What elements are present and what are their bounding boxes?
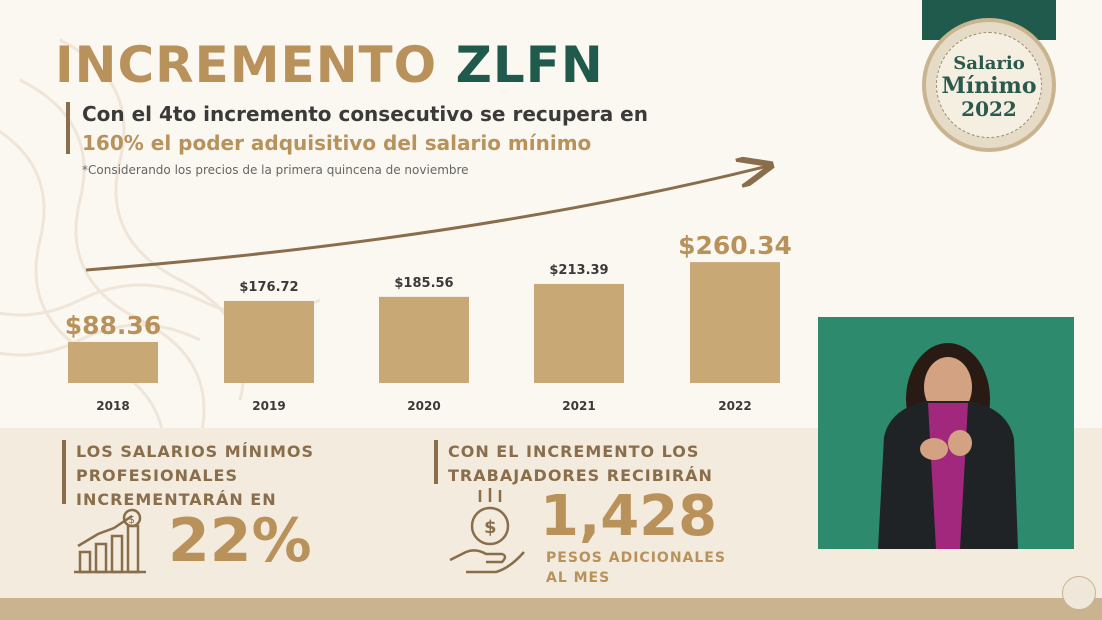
- x-tick-2020: 2020: [407, 399, 440, 413]
- x-tick-2022: 2022: [718, 399, 751, 413]
- subtitle-line-2: 160% el poder adquisitivo del salario mí…: [82, 131, 592, 155]
- additional-pesos-amount: 1,428: [540, 484, 718, 549]
- professional-wages-line-2: PROFESIONALES: [76, 466, 239, 485]
- interpreter-video: [818, 317, 1074, 549]
- background-pattern: [0, 38, 321, 481]
- professional-wages-line-3: INCREMENTARÁN EN: [76, 490, 277, 509]
- salario-minimo-badge: Salario Mínimo 2022: [922, 18, 1056, 152]
- title-word-incremento: INCREMENTO: [55, 36, 438, 94]
- block-accent-bar: [62, 440, 66, 504]
- workers-receive-line-2: TRABAJADORES RECIBIRÁN: [448, 466, 713, 485]
- svg-text:$: $: [484, 517, 497, 538]
- page-title: INCREMENTO ZLFN: [55, 36, 604, 94]
- badge-line-2: Mínimo: [941, 73, 1037, 99]
- bar-2019: [224, 300, 314, 383]
- bar-2018: [68, 341, 158, 383]
- government-logo-icon: [1062, 576, 1096, 610]
- block-accent-bar: [434, 440, 438, 484]
- professional-wages-line-1: LOS SALARIOS MÍNIMOS: [76, 442, 315, 461]
- bar-2022: [690, 262, 780, 383]
- workers-receive-line-1: CON EL INCREMENTO LOS: [448, 442, 700, 461]
- bar-2021: [534, 283, 624, 383]
- x-tick-2021: 2021: [562, 399, 595, 413]
- x-tick-2018: 2018: [96, 399, 129, 413]
- badge-year: 2022: [961, 97, 1017, 121]
- value-label-2021: $213.39: [549, 263, 608, 278]
- bar-2020: [379, 296, 469, 383]
- value-label-2020: $185.56: [394, 276, 453, 291]
- svg-text:$: $: [128, 513, 135, 526]
- footnote: *Considerando los precios de la primera …: [82, 163, 469, 177]
- additional-pesos-caption-2: AL MES: [546, 570, 611, 586]
- subtitle-accent-bar: [66, 102, 70, 154]
- money-hand-icon: $: [449, 488, 525, 574]
- footer-strip: [0, 598, 1102, 620]
- additional-pesos-caption-1: PESOS ADICIONALES: [546, 550, 726, 566]
- value-label-2018: $88.36: [65, 311, 161, 340]
- badge-line-1: Salario: [953, 53, 1025, 74]
- trend-arrow: [85, 166, 768, 272]
- value-label-2019: $176.72: [239, 280, 298, 295]
- x-tick-2019: 2019: [252, 399, 285, 413]
- growth-chart-icon: $: [74, 508, 146, 574]
- professional-wages-percentage: 22%: [168, 506, 312, 576]
- interpreter-figure: [878, 343, 1018, 549]
- salary-bar-chart: $88.36 2018 $176.72 2019 $185.56 2020 $213.39 2…: [65, 0, 792, 413]
- subtitle-line-1: Con el 4to incremento consecutivo se rec…: [82, 102, 648, 126]
- badge-seal: Salario Mínimo 2022: [936, 32, 1042, 138]
- title-word-zlfn: ZLFN: [455, 36, 604, 94]
- value-label-2022: $260.34: [678, 231, 792, 260]
